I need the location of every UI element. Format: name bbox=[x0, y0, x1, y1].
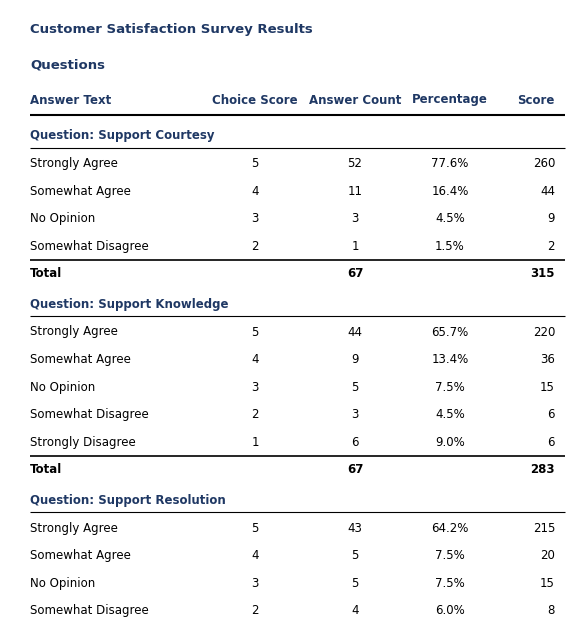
Text: Strongly Disagree: Strongly Disagree bbox=[30, 436, 136, 449]
Text: 4: 4 bbox=[251, 353, 259, 366]
Text: 16.4%: 16.4% bbox=[431, 185, 469, 198]
Text: 67: 67 bbox=[347, 463, 363, 476]
Text: No Opinion: No Opinion bbox=[30, 577, 95, 590]
Text: 315: 315 bbox=[531, 267, 555, 280]
Text: Score: Score bbox=[518, 94, 555, 106]
Text: 36: 36 bbox=[540, 353, 555, 366]
Text: Percentage: Percentage bbox=[412, 94, 488, 106]
Text: 3: 3 bbox=[252, 213, 259, 225]
Text: 43: 43 bbox=[347, 521, 363, 534]
Text: 6.0%: 6.0% bbox=[435, 604, 465, 618]
Text: 15: 15 bbox=[540, 381, 555, 394]
Text: 9: 9 bbox=[548, 213, 555, 225]
Text: No Opinion: No Opinion bbox=[30, 381, 95, 394]
Text: 215: 215 bbox=[532, 521, 555, 534]
Text: 3: 3 bbox=[252, 577, 259, 590]
Text: 3: 3 bbox=[352, 408, 359, 421]
Text: Total: Total bbox=[30, 463, 62, 476]
Text: Somewhat Disagree: Somewhat Disagree bbox=[30, 604, 149, 618]
Text: 1: 1 bbox=[351, 240, 359, 253]
Text: 5: 5 bbox=[352, 577, 359, 590]
Text: 2: 2 bbox=[251, 408, 259, 421]
Text: 20: 20 bbox=[540, 549, 555, 562]
Text: Total: Total bbox=[30, 267, 62, 280]
Text: 1.5%: 1.5% bbox=[435, 240, 465, 253]
Text: 5: 5 bbox=[352, 549, 359, 562]
Text: 3: 3 bbox=[352, 213, 359, 225]
Text: 15: 15 bbox=[540, 577, 555, 590]
Text: Somewhat Disagree: Somewhat Disagree bbox=[30, 408, 149, 421]
Text: 5: 5 bbox=[252, 326, 259, 339]
Text: 52: 52 bbox=[347, 157, 363, 170]
Text: 5: 5 bbox=[352, 381, 359, 394]
Text: 67: 67 bbox=[347, 267, 363, 280]
Text: 2: 2 bbox=[251, 240, 259, 253]
Text: 6: 6 bbox=[548, 408, 555, 421]
Text: 65.7%: 65.7% bbox=[431, 326, 469, 339]
Text: 2: 2 bbox=[548, 240, 555, 253]
Text: 260: 260 bbox=[532, 157, 555, 170]
Text: Question: Support Resolution: Question: Support Resolution bbox=[30, 494, 226, 507]
Text: Strongly Agree: Strongly Agree bbox=[30, 157, 118, 170]
Text: Somewhat Agree: Somewhat Agree bbox=[30, 185, 131, 198]
Text: 283: 283 bbox=[531, 463, 555, 476]
Text: 1: 1 bbox=[251, 436, 259, 449]
Text: 4: 4 bbox=[251, 185, 259, 198]
Text: 77.6%: 77.6% bbox=[431, 157, 469, 170]
Text: 2: 2 bbox=[251, 604, 259, 618]
Text: 7.5%: 7.5% bbox=[435, 381, 465, 394]
Text: 64.2%: 64.2% bbox=[431, 521, 469, 534]
Text: 11: 11 bbox=[347, 185, 363, 198]
Text: Somewhat Agree: Somewhat Agree bbox=[30, 353, 131, 366]
Text: 5: 5 bbox=[252, 157, 259, 170]
Text: 6: 6 bbox=[548, 436, 555, 449]
Text: Answer Count: Answer Count bbox=[309, 94, 401, 106]
Text: 9.0%: 9.0% bbox=[435, 436, 465, 449]
Text: Somewhat Agree: Somewhat Agree bbox=[30, 549, 131, 562]
Text: 44: 44 bbox=[347, 326, 363, 339]
Text: 7.5%: 7.5% bbox=[435, 549, 465, 562]
Text: 4.5%: 4.5% bbox=[435, 408, 465, 421]
Text: Answer Text: Answer Text bbox=[30, 94, 111, 106]
Text: Strongly Agree: Strongly Agree bbox=[30, 521, 118, 534]
Text: 9: 9 bbox=[351, 353, 359, 366]
Text: 4: 4 bbox=[251, 549, 259, 562]
Text: 5: 5 bbox=[252, 521, 259, 534]
Text: 44: 44 bbox=[540, 185, 555, 198]
Text: 8: 8 bbox=[548, 604, 555, 618]
Text: 4.5%: 4.5% bbox=[435, 213, 465, 225]
Text: Strongly Agree: Strongly Agree bbox=[30, 326, 118, 339]
Text: 7.5%: 7.5% bbox=[435, 577, 465, 590]
Text: Question: Support Courtesy: Question: Support Courtesy bbox=[30, 129, 215, 142]
Text: No Opinion: No Opinion bbox=[30, 213, 95, 225]
Text: 4: 4 bbox=[351, 604, 359, 618]
Text: Somewhat Disagree: Somewhat Disagree bbox=[30, 240, 149, 253]
Text: 3: 3 bbox=[252, 381, 259, 394]
Text: Choice Score: Choice Score bbox=[212, 94, 298, 106]
Text: Question: Support Knowledge: Question: Support Knowledge bbox=[30, 298, 229, 311]
Text: Questions: Questions bbox=[30, 59, 105, 71]
Text: 6: 6 bbox=[351, 436, 359, 449]
Text: 220: 220 bbox=[532, 326, 555, 339]
Text: 13.4%: 13.4% bbox=[431, 353, 469, 366]
Text: Customer Satisfaction Survey Results: Customer Satisfaction Survey Results bbox=[30, 24, 313, 36]
